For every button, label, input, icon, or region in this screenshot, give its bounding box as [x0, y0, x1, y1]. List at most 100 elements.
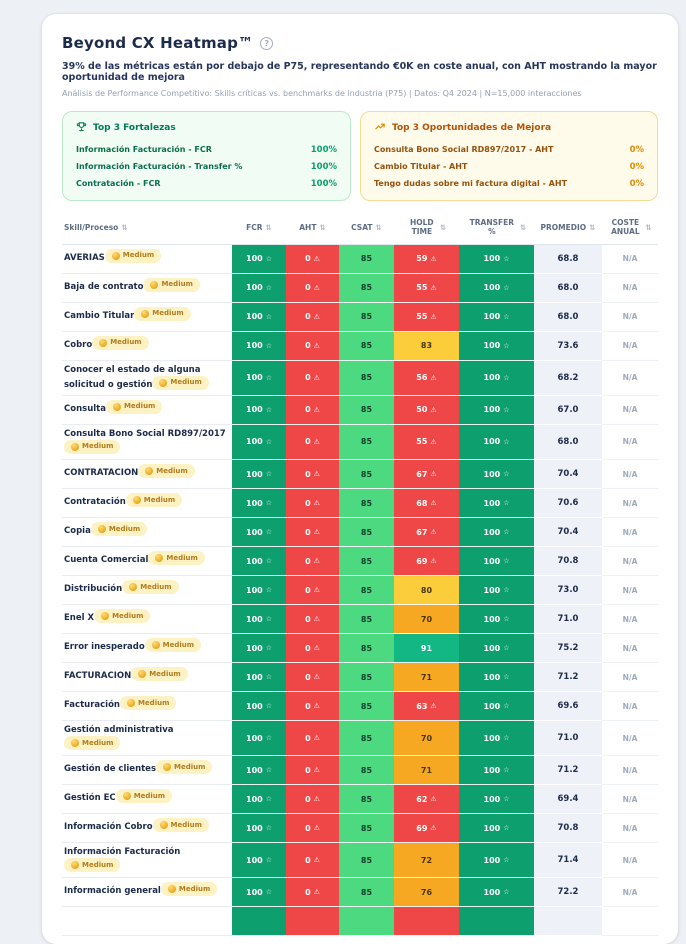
hold-time-cell: 55 ⚠ — [394, 424, 459, 461]
skill-name: Gestión administrativa — [64, 725, 174, 736]
transfer-cell: 100 ☆ — [459, 634, 534, 664]
skill-cell: Distribución Medium — [62, 576, 232, 606]
table-row-partial — [62, 907, 658, 937]
skill-name: Conocer el estado de alguna solicitud o … — [64, 364, 201, 390]
hold-time-cell-value: 69 — [416, 823, 428, 833]
aht-cell-value: 0 — [305, 855, 311, 865]
sort-icon[interactable]: ⇅ — [519, 222, 527, 232]
aht-cell: 0 ⚠ — [286, 302, 339, 332]
skill-name: Consulta Bono Social RD897/2017 — [64, 428, 226, 439]
skill-cell — [62, 907, 232, 937]
coste-anual-cell: N/A — [602, 460, 658, 490]
table-row: Conocer el estado de alguna solicitud o … — [62, 360, 658, 396]
csat-cell: 85 — [339, 331, 394, 361]
help-icon[interactable]: ? — [260, 36, 274, 50]
fcr-cell-value: 100 — [246, 733, 263, 743]
star-icon: ☆ — [503, 673, 510, 682]
sort-icon[interactable]: ⇅ — [589, 222, 596, 232]
sort-icon[interactable]: ⇅ — [439, 222, 447, 232]
star-icon: ☆ — [265, 341, 272, 350]
transfer-cell-value: 100 — [483, 254, 501, 264]
promedio-cell-value: 71.2 — [557, 672, 579, 683]
aht-cell: 0 ⚠ — [286, 756, 339, 786]
promedio-cell-value: 68.2 — [557, 372, 579, 383]
hold-time-cell-value: 76 — [420, 887, 433, 897]
coste-anual-cell-value: N/A — [622, 614, 638, 624]
star-icon: ☆ — [265, 734, 272, 743]
csat-cell-value: 85 — [360, 614, 373, 624]
medal-coin-icon — [101, 612, 110, 621]
table-row: Consulta Bono Social RD897/2017 Medium 100… — [62, 424, 658, 461]
priority-badge-label: Medium — [161, 280, 193, 289]
priority-badge: Medium — [92, 335, 149, 350]
column-header-fcr[interactable]: FCR ⇅ — [232, 223, 286, 232]
promedio-cell: 75.2 — [534, 634, 602, 664]
medal-coin-icon — [111, 251, 120, 260]
sort-icon[interactable]: ⇅ — [375, 222, 382, 232]
sort-icon[interactable]: ⇅ — [319, 222, 326, 232]
priority-badge-label: Medium — [108, 524, 141, 533]
transfer-cell-value: 100 — [483, 283, 501, 293]
csat-cell-value: 85 — [360, 341, 373, 351]
column-header-csat[interactable]: CSAT ⇅ — [339, 223, 394, 232]
aht-cell-value: 0 — [305, 469, 311, 479]
csat-cell-value: 85 — [360, 643, 373, 653]
column-header-coste-anual[interactable]: COSTE ANUAL ⇅ — [602, 218, 658, 237]
transfer-cell-value: 100 — [483, 614, 501, 624]
coste-anual-cell-value: N/A — [622, 254, 638, 264]
warning-icon: ⚠ — [313, 795, 320, 804]
aht-cell: 0 ⚠ — [286, 721, 339, 757]
coste-anual-cell-value: N/A — [622, 556, 638, 566]
csat-cell-value: 85 — [360, 672, 373, 682]
table-row: CONTRATACION Medium 100 ☆ 0 ⚠ 85 67 ⚠ 100 ☆ 70.4 N/A — [62, 460, 658, 490]
priority-badge-label: Medium — [82, 860, 114, 869]
transfer-cell: 100 ☆ — [459, 395, 534, 425]
aht-cell-value: 0 — [305, 283, 311, 293]
column-header-aht[interactable]: AHT ⇅ — [286, 223, 339, 232]
sort-icon[interactable]: ⇅ — [265, 222, 272, 232]
star-icon: ☆ — [265, 470, 272, 479]
priority-badge: Medium — [119, 696, 177, 711]
coste-anual-cell: N/A — [602, 518, 658, 548]
hold-time-cell-value: 68 — [416, 498, 428, 508]
priority-badge-label: Medium — [133, 791, 166, 800]
sort-icon[interactable]: ⇅ — [645, 222, 652, 232]
coste-anual-cell: N/A — [602, 721, 658, 757]
transfer-cell-value: 100 — [483, 672, 501, 682]
panel-item-label: Información Facturación - Transfer % — [76, 162, 243, 171]
csat-cell: 85 — [339, 843, 394, 879]
csat-cell: 85 — [339, 634, 394, 664]
coste-anual-cell: N/A — [602, 302, 658, 332]
column-header-transfer-[interactable]: TRANSFER % ⇅ — [459, 218, 534, 237]
strengths-items: Información Facturación - FCR 100% Informa… — [76, 141, 337, 192]
fcr-cell: 100 ☆ — [232, 785, 286, 815]
medal-coin-icon — [126, 699, 135, 708]
table-row: Contratación Medium 100 ☆ 0 ⚠ 85 68 ⚠ 100 ☆ 70.6 N/A — [62, 489, 658, 519]
transfer-cell: 100 ☆ — [459, 547, 534, 577]
transfer-cell-value: 100 — [483, 794, 501, 804]
coste-anual-cell-value: N/A — [622, 733, 638, 743]
warning-icon: ⚠ — [313, 673, 320, 682]
star-icon: ☆ — [503, 341, 510, 350]
panel-item-value: 0% — [629, 144, 644, 155]
priority-badge-label: Medium — [170, 378, 202, 387]
hold-time-cell: 72 — [394, 843, 459, 879]
table-row: Facturación Medium 100 ☆ 0 ⚠ 85 63 ⚠ 100 ☆ 69.6 N/A — [62, 692, 658, 722]
promedio-cell-value: 73.6 — [557, 340, 579, 351]
column-header-skill-proceso[interactable]: Skill/Proceso ⇅ — [62, 223, 232, 232]
partial-cell — [602, 907, 658, 937]
column-header-promedio[interactable]: PROMEDIO ⇅ — [534, 223, 602, 232]
coste-anual-cell-value: N/A — [622, 765, 638, 775]
strengths-title-label: Top 3 Fortalezas — [93, 123, 176, 133]
skill-cell: Gestión de clientes Medium — [62, 756, 232, 786]
promedio-cell: 70.4 — [534, 460, 602, 490]
fcr-cell: 100 ☆ — [232, 721, 286, 757]
column-header-hold-time[interactable]: HOLD TIME ⇅ — [394, 218, 459, 237]
skill-name: Gestión de clientes — [64, 764, 157, 775]
coste-anual-cell: N/A — [602, 244, 658, 274]
sort-icon[interactable]: ⇅ — [121, 222, 128, 232]
transfer-cell: 100 ☆ — [459, 460, 534, 490]
panel-item-value: 0% — [629, 161, 644, 172]
csat-cell: 85 — [339, 785, 394, 815]
fcr-cell-value: 100 — [246, 254, 263, 264]
